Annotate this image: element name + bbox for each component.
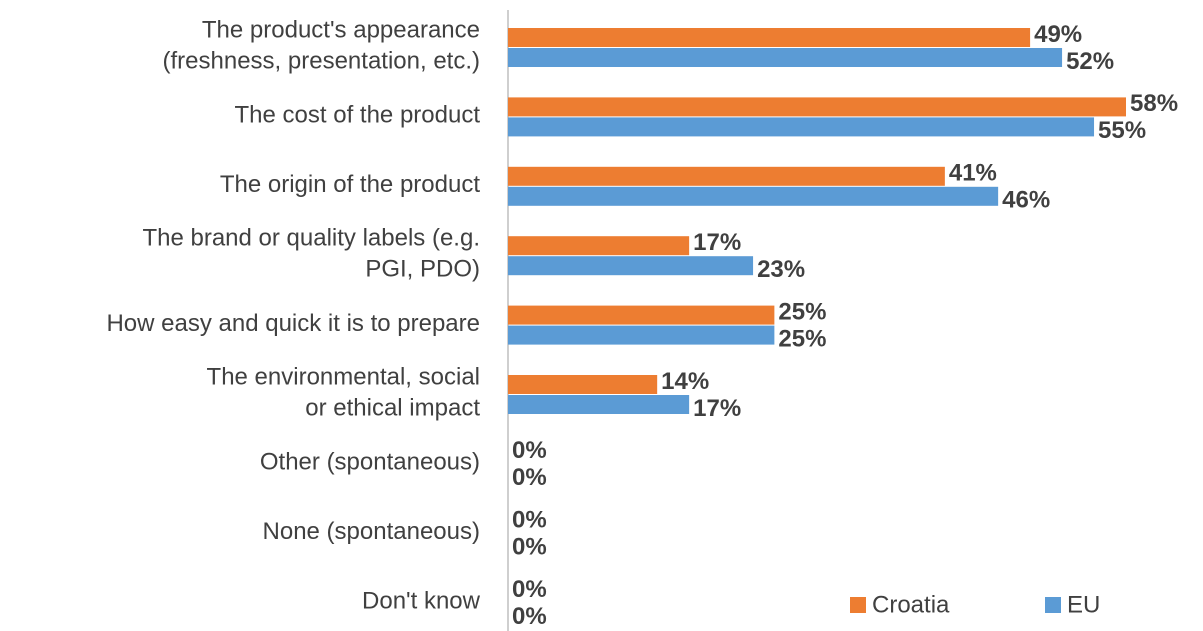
- category-label: The brand or quality labels (e.g. PGI, PD…: [142, 225, 480, 283]
- category-label: Other (spontaneous): [260, 449, 480, 476]
- category-label: None (spontaneous): [263, 518, 480, 545]
- category-label: Don't know: [362, 588, 481, 615]
- value-label: 0%: [512, 603, 547, 630]
- value-label: 17%: [693, 229, 741, 256]
- category-label: The cost of the product: [235, 102, 481, 129]
- value-label: 55%: [1098, 117, 1146, 144]
- bar: [508, 97, 1126, 117]
- bar: [508, 117, 1095, 137]
- bar: [508, 186, 999, 206]
- value-label: 0%: [512, 437, 547, 464]
- bar: [508, 28, 1031, 47]
- value-label: 25%: [778, 325, 826, 352]
- legend-label: EU: [1067, 591, 1100, 618]
- value-label: 25%: [778, 298, 826, 325]
- category-label: The product's appearance (freshness, pres…: [163, 17, 480, 75]
- value-label: 41%: [949, 160, 997, 187]
- value-label: 0%: [512, 534, 547, 561]
- value-label: 58%: [1130, 90, 1178, 117]
- category-label: The environmental, social or ethical impa…: [207, 364, 481, 422]
- bar: [508, 256, 754, 276]
- category-label: The origin of the product: [220, 171, 480, 198]
- legend-swatch: [850, 597, 866, 613]
- bar: [508, 48, 1063, 67]
- value-label: 52%: [1066, 48, 1114, 75]
- category-label: How easy and quick it is to prepare: [106, 310, 480, 337]
- value-label: 0%: [512, 507, 547, 534]
- bar: [508, 166, 945, 186]
- value-label: 17%: [693, 395, 741, 422]
- bar: [508, 325, 775, 345]
- bar: [508, 375, 658, 394]
- bar: [508, 305, 775, 325]
- value-label: 23%: [757, 256, 805, 283]
- value-label: 0%: [512, 576, 547, 603]
- value-label: 46%: [1002, 187, 1050, 214]
- bar: [508, 395, 690, 414]
- value-label: 49%: [1034, 21, 1082, 48]
- value-label: 0%: [512, 464, 547, 491]
- legend-label: Croatia: [872, 591, 950, 618]
- legend-swatch: [1045, 597, 1061, 613]
- value-label: 14%: [661, 368, 709, 395]
- bar: [508, 236, 690, 256]
